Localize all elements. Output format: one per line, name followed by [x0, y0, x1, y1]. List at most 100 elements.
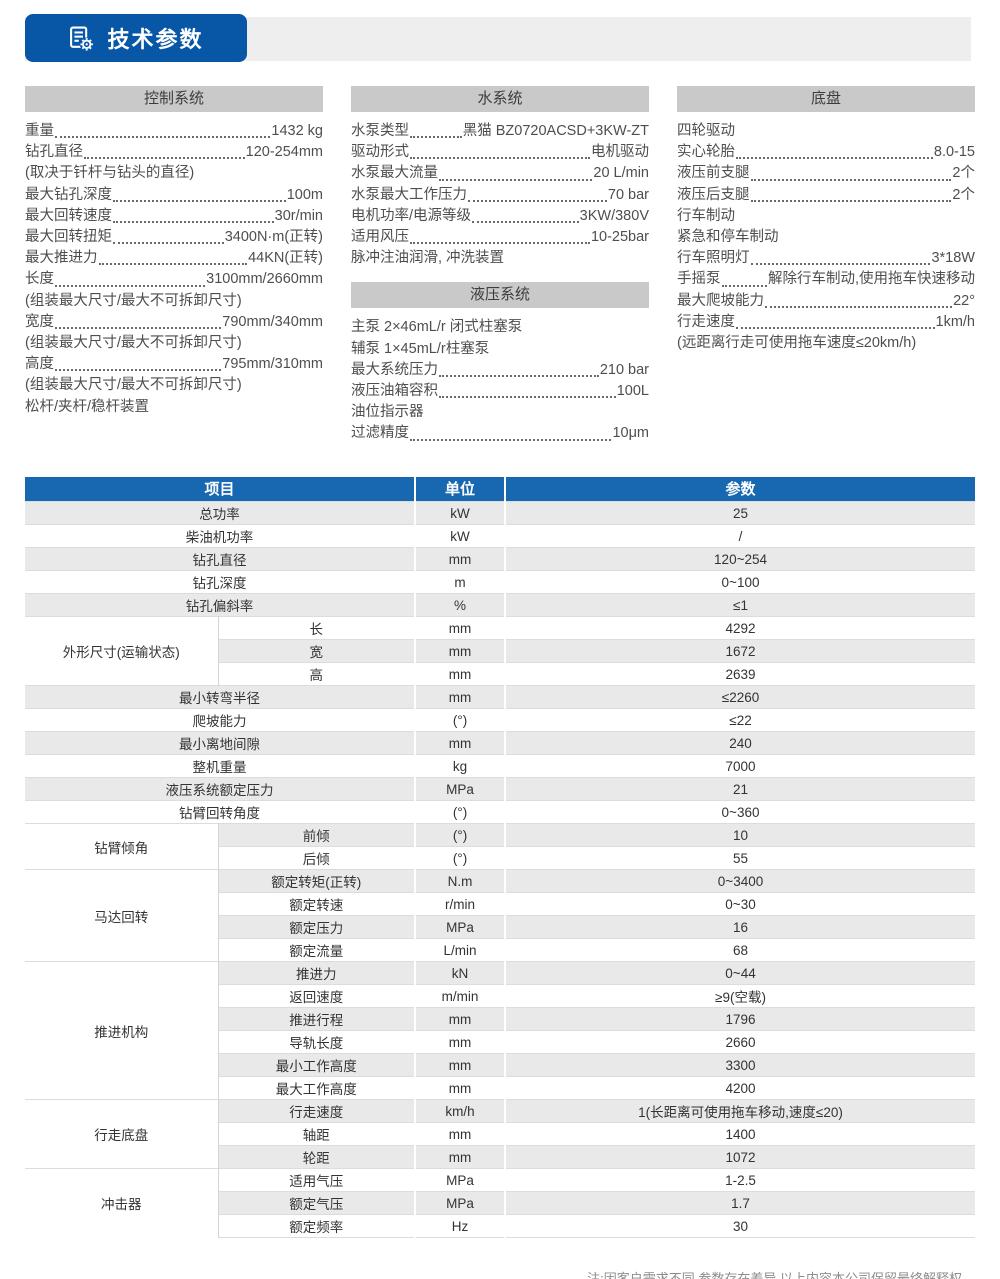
spec-line: 四轮驱动 — [677, 123, 735, 139]
spec-label: 实心轮胎 — [677, 144, 735, 161]
spec-label: 驱动形式 — [351, 144, 409, 161]
table-row: 轴距 mm 1400 — [25, 1122, 976, 1146]
item-cell: 整机重量 — [25, 754, 417, 778]
item-cell: 宽 — [218, 639, 417, 663]
spec-line: 高度 795mm/310mm — [25, 354, 323, 375]
dot-leader — [55, 136, 271, 139]
column-header-value: 参数 — [505, 476, 976, 502]
unit-cell: MPa — [415, 777, 507, 801]
value-cell: 68 — [505, 938, 976, 962]
unit-cell: mm — [415, 1007, 507, 1031]
item-cell: 额定压力 — [218, 915, 417, 939]
spec-line: 电机功率/电源等级 3KW/380V — [351, 206, 649, 227]
item-cell: 后倾 — [218, 846, 417, 870]
table-row: 额定气压 MPa 1.7 — [25, 1191, 976, 1215]
spec-line: 行车照明灯 3*18W — [677, 248, 975, 269]
value-cell: 21 — [505, 777, 976, 801]
table-row: 额定转速 r/min 0~30 — [25, 892, 976, 916]
group-cell: 推进机构 — [25, 961, 219, 1100]
value-cell: 1796 — [505, 1007, 976, 1031]
spec-line: 钻孔直径 120-254mm — [25, 142, 323, 163]
item-cell: 额定转矩(正转) — [218, 869, 417, 893]
footnote: 注:因客户需求不同,参数存在差异,以上内容本公司保留最终解释权。 — [587, 1271, 975, 1279]
spec-line: 水泵类型 黑猫 BZ0720ACSD+3KW-ZT — [351, 121, 649, 142]
value-cell: 2660 — [505, 1030, 976, 1054]
spec-line: 重量 1432 kg — [25, 121, 323, 142]
spec-label: 过滤精度 — [351, 425, 409, 442]
spec-line: 行车制动 — [677, 207, 735, 224]
spec-section: 水系统 水泵类型 黑猫 BZ0720ACSD+3KW-ZT 驱动形式 电机驱动 水泵最大流… — [351, 86, 649, 269]
spec-value: 790mm/340mm — [222, 313, 323, 330]
value-cell: 1400 — [505, 1122, 976, 1146]
unit-cell: km/h — [415, 1099, 507, 1123]
table-header-row: 项目 单位 参数 — [25, 476, 976, 502]
item-cell: 前倾 — [218, 823, 417, 847]
unit-cell: m — [415, 570, 507, 594]
item-cell: 轴距 — [218, 1122, 417, 1146]
table-row: 最大工作高度 mm 4200 — [25, 1076, 976, 1100]
spec-line: 手摇泵 解除行车制动,使用拖车快速移动 — [677, 269, 975, 290]
table-row: 柴油机功率 kW / — [25, 524, 976, 548]
unit-cell: kW — [415, 524, 507, 548]
spec-line: 长度 3100mm/2660mm — [25, 269, 323, 290]
value-cell: 1672 — [505, 639, 976, 663]
spec-label: 最大回转速度 — [25, 207, 112, 224]
spec-line: 液压后支腿 2个 — [677, 185, 975, 206]
unit-cell: mm — [415, 1053, 507, 1077]
spec-value: 3*18W — [931, 250, 975, 267]
spec-section: 控制系统 重量 1432 kg 钻孔直径 120-254mm (取决于钎杆与钻头的直径) 最… — [25, 86, 323, 418]
group-cell: 钻臂倾角 — [25, 823, 219, 870]
item-cell: 最小转弯半径 — [25, 685, 417, 709]
unit-cell: mm — [415, 1076, 507, 1100]
spec-column-water-hydraulic: 水系统 水泵类型 黑猫 BZ0720ACSD+3KW-ZT 驱动形式 电机驱动 水泵最大流… — [351, 86, 649, 445]
spec-value: 电机驱动 — [591, 144, 649, 161]
unit-cell: mm — [415, 731, 507, 755]
table-row: 推进行程 mm 1796 — [25, 1007, 976, 1031]
table-row: 钻孔深度 m 0~100 — [25, 570, 976, 594]
table-row: 外形尺寸(运输状态) 长 mm 4292 — [25, 616, 976, 686]
unit-cell: r/min — [415, 892, 507, 916]
table-row: 宽 mm 1672 — [25, 639, 976, 663]
unit-cell: (°) — [415, 823, 507, 847]
table-row: 额定压力 MPa 16 — [25, 915, 976, 939]
unit-cell: mm — [415, 1030, 507, 1054]
value-cell: ≤22 — [505, 708, 976, 732]
spec-line: 最大钻孔深度 100m — [25, 185, 323, 206]
unit-cell: Hz — [415, 1214, 507, 1239]
spec-value: 3400N·m(正转) — [224, 229, 323, 246]
spec-label: 最大爬坡能力 — [677, 292, 764, 309]
table-row: 额定频率 Hz 30 — [25, 1214, 976, 1239]
table-row: 液压系统额定压力 MPa 21 — [25, 777, 976, 801]
spec-line: 水泵最大工作压力 70 bar — [351, 185, 649, 206]
spec-label: 液压后支腿 — [677, 186, 750, 203]
page-header: 技术参数 — [0, 0, 1000, 64]
spec-label: 高度 — [25, 356, 54, 373]
group-cell: 行走底盘 — [25, 1099, 219, 1169]
dot-leader — [750, 178, 952, 181]
spec-line: (取决于钎杆与钻头的直径) — [25, 165, 195, 182]
section-header: 水系统 — [351, 86, 649, 112]
item-cell: 最小离地间隙 — [25, 731, 417, 755]
spec-label: 钻孔直径 — [25, 144, 83, 161]
unit-cell: kN — [415, 961, 507, 985]
value-cell: 55 — [505, 846, 976, 870]
item-cell: 额定频率 — [218, 1214, 417, 1239]
dot-leader — [98, 263, 248, 266]
table-row: 钻臂倾角 前倾 (°) 10 — [25, 823, 976, 870]
spec-line: 最大系统压力 210 bar — [351, 360, 649, 381]
item-cell: 钻孔直径 — [25, 547, 417, 571]
spec-line: (组装最大尺寸/最大不可拆卸尺寸) — [25, 377, 242, 394]
item-cell: 返回速度 — [218, 984, 417, 1008]
spec-value: 1km/h — [935, 313, 976, 330]
spec-label: 手摇泵 — [677, 271, 721, 288]
item-cell: 额定转速 — [218, 892, 417, 916]
page-title: 技术参数 — [107, 27, 204, 52]
table-row: 钻孔直径 mm 120~254 — [25, 547, 976, 571]
spec-label: 最大推进力 — [25, 250, 98, 267]
spec-line: (组装最大尺寸/最大不可拆卸尺寸) — [25, 292, 242, 309]
dot-leader — [736, 327, 935, 330]
value-cell: 4292 — [505, 616, 976, 640]
item-cell: 适用气压 — [218, 1168, 417, 1192]
dot-leader — [55, 327, 222, 330]
spec-columns: 控制系统 重量 1432 kg 钻孔直径 120-254mm (取决于钎杆与钻头的直径) 最… — [0, 64, 1000, 445]
